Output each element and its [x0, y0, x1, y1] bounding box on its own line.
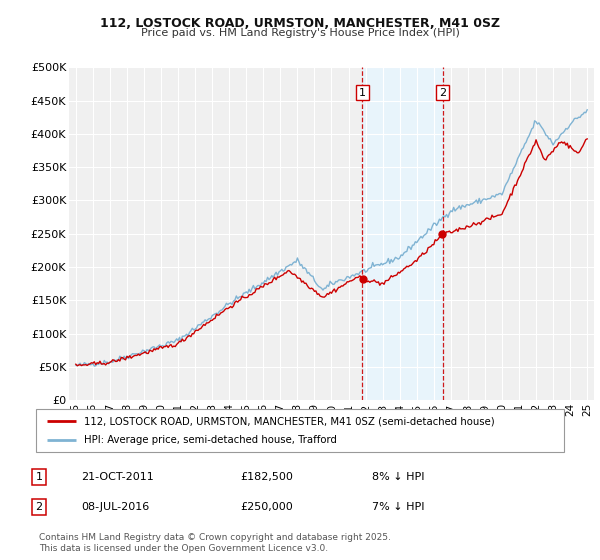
Text: £250,000: £250,000 — [240, 502, 293, 512]
Text: 112, LOSTOCK ROAD, URMSTON, MANCHESTER, M41 0SZ: 112, LOSTOCK ROAD, URMSTON, MANCHESTER, … — [100, 17, 500, 30]
Text: 2: 2 — [35, 502, 43, 512]
Text: 7% ↓ HPI: 7% ↓ HPI — [372, 502, 425, 512]
Text: 1: 1 — [359, 87, 366, 97]
Text: 21-OCT-2011: 21-OCT-2011 — [81, 472, 154, 482]
Text: 2: 2 — [439, 87, 446, 97]
Text: Contains HM Land Registry data © Crown copyright and database right 2025.: Contains HM Land Registry data © Crown c… — [39, 533, 391, 542]
Bar — [362, 67, 443, 400]
Text: Price paid vs. HM Land Registry's House Price Index (HPI): Price paid vs. HM Land Registry's House … — [140, 28, 460, 38]
Text: This data is licensed under the Open Government Licence v3.0.: This data is licensed under the Open Gov… — [39, 544, 328, 553]
Text: 8% ↓ HPI: 8% ↓ HPI — [372, 472, 425, 482]
FancyBboxPatch shape — [36, 409, 564, 452]
Text: 112, LOSTOCK ROAD, URMSTON, MANCHESTER, M41 0SZ (semi-detached house): 112, LOSTOCK ROAD, URMSTON, MANCHESTER, … — [83, 416, 494, 426]
Text: 08-JUL-2016: 08-JUL-2016 — [81, 502, 149, 512]
Text: 1: 1 — [35, 472, 43, 482]
Text: HPI: Average price, semi-detached house, Trafford: HPI: Average price, semi-detached house,… — [83, 435, 337, 445]
Text: £182,500: £182,500 — [240, 472, 293, 482]
